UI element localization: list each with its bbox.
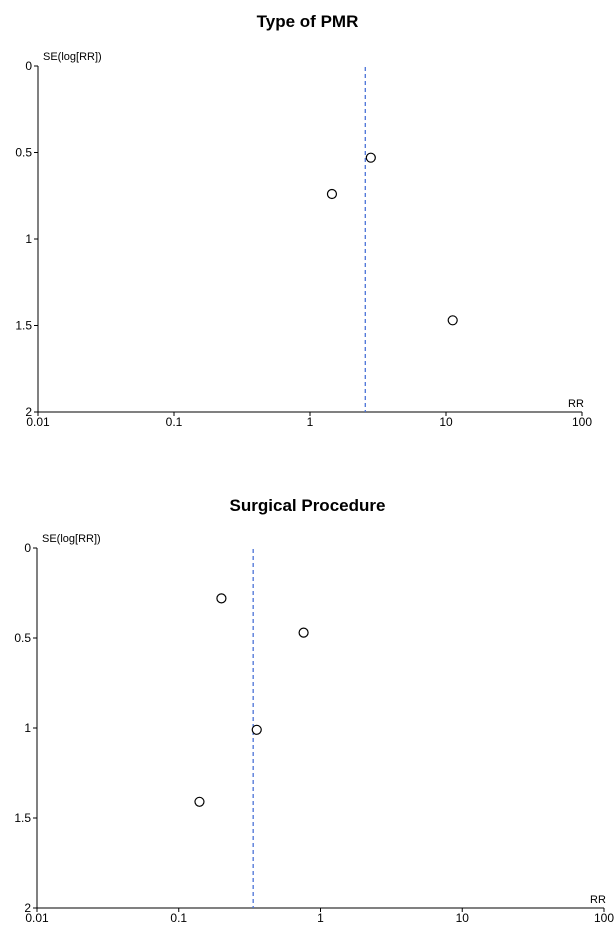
chart2-y-tick-label: 0 bbox=[24, 541, 31, 555]
chart1-y-tick-label: 2 bbox=[25, 405, 32, 419]
chart2-y-tick-label: 1 bbox=[24, 721, 31, 735]
chart1-study-point bbox=[447, 315, 458, 326]
chart1-x-tick-label: 10 bbox=[439, 415, 453, 429]
chart1-x-tick-label: 0.01 bbox=[26, 415, 50, 429]
chart2-plot: 0 0.5 1 1.5 20.01 0.1 1 10 100 SE(log[RR]) RR bbox=[14, 533, 614, 925]
chart1-x-axis-label: RR bbox=[568, 398, 584, 410]
chart2-x-tick-label: 0.01 bbox=[25, 911, 49, 925]
chart2-study-point bbox=[216, 593, 227, 604]
chart2-study-point bbox=[194, 796, 205, 807]
chart1-y-axis-label: SE(log[RR]) bbox=[43, 51, 102, 63]
chart2-title: Surgical Procedure bbox=[229, 496, 386, 515]
chart1-x-tick-label: 0.1 bbox=[166, 415, 183, 429]
chart1-x-tick-label: 1 bbox=[307, 415, 314, 429]
chart1-plot: 0 0.5 1 1.5 20.01 0.1 1 10 100 SE(log[RR]) RR bbox=[15, 51, 592, 429]
chart1-y-tick-label: 1 bbox=[25, 232, 32, 246]
chart2-x-tick-label: 100 bbox=[594, 911, 614, 925]
chart2-y-tick-label: 0.5 bbox=[14, 631, 31, 645]
chart1-y-tick-label: 0.5 bbox=[15, 146, 32, 160]
chart1-study-point bbox=[365, 152, 376, 163]
chart1-y-tick-label: 1.5 bbox=[15, 319, 32, 333]
chart1-study-point bbox=[326, 188, 338, 200]
chart2-y-axis-label: SE(log[RR]) bbox=[42, 533, 101, 545]
chart2-study-point bbox=[298, 627, 309, 638]
chart2-x-axis-label: RR bbox=[590, 894, 606, 906]
chart2-y-tick-label: 1.5 bbox=[14, 811, 31, 825]
chart2-x-tick-label: 0.1 bbox=[170, 911, 187, 925]
chart1-x-tick-label: 100 bbox=[572, 415, 592, 429]
chart1-title: Type of PMR bbox=[256, 12, 359, 31]
chart2-y-tick-label: 2 bbox=[24, 901, 31, 915]
chart2-study-point bbox=[251, 724, 262, 735]
chart1-y-tick-label: 0 bbox=[25, 59, 32, 73]
chart2-x-tick-label: 10 bbox=[456, 911, 470, 925]
chart2-x-tick-label: 1 bbox=[317, 911, 324, 925]
